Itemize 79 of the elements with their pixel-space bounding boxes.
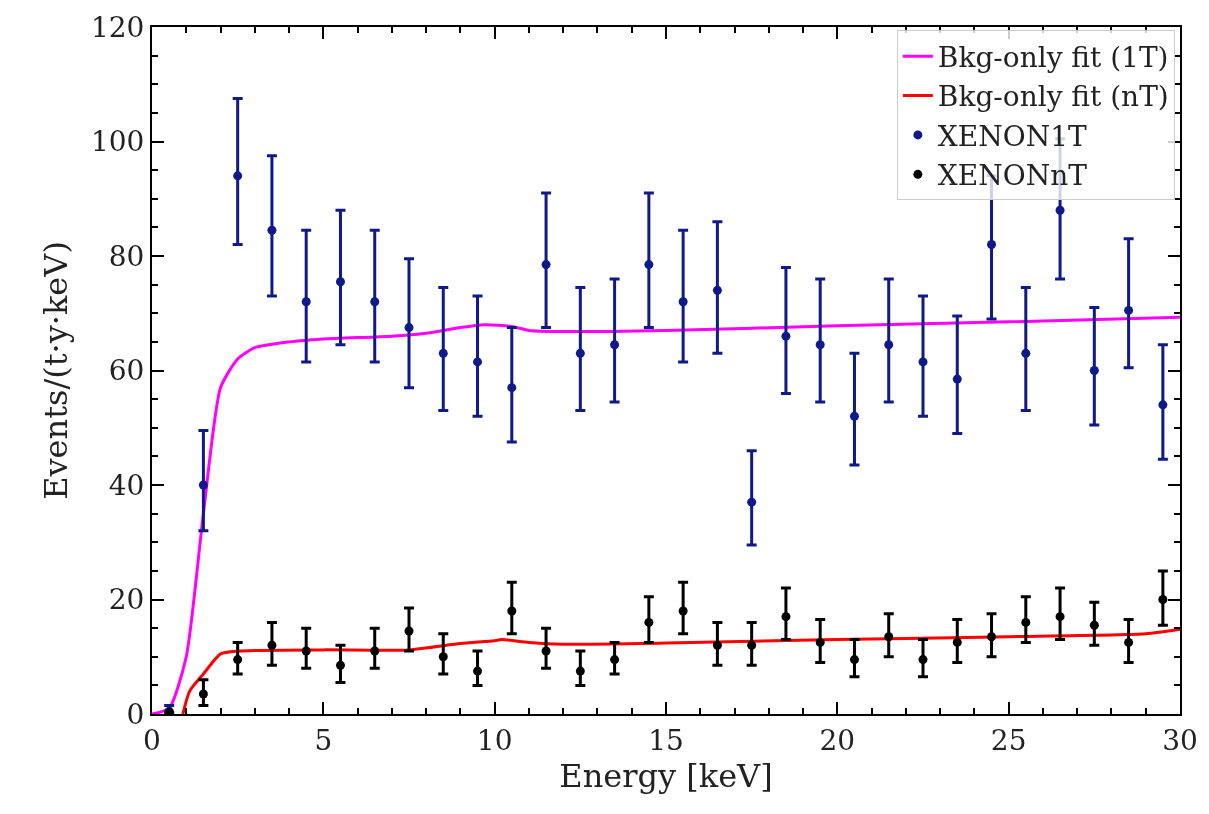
point xyxy=(404,626,414,636)
point xyxy=(1158,595,1168,604)
point xyxy=(198,689,208,699)
point xyxy=(473,357,483,367)
point xyxy=(1021,617,1031,627)
point xyxy=(644,617,654,627)
point xyxy=(541,646,551,656)
legend-label: Bkg-only fit (nT) xyxy=(937,80,1169,114)
y-tick-label: 0 xyxy=(126,697,145,731)
point xyxy=(233,171,243,181)
point xyxy=(987,240,997,250)
point xyxy=(952,374,962,384)
point xyxy=(438,652,448,662)
point xyxy=(712,285,722,295)
point xyxy=(1158,400,1168,410)
point xyxy=(301,297,311,307)
point xyxy=(644,260,654,270)
point xyxy=(1055,612,1065,622)
point xyxy=(1089,620,1099,630)
legend-label: Bkg-only fit (1T) xyxy=(937,41,1169,75)
point xyxy=(404,323,414,333)
point xyxy=(1021,348,1031,358)
point xyxy=(747,640,757,650)
x-tick-label: 20 xyxy=(819,723,856,757)
line-series xyxy=(152,315,1180,714)
point xyxy=(610,655,620,665)
x-tick-label: 10 xyxy=(476,723,513,757)
point xyxy=(747,497,757,507)
point xyxy=(815,340,825,350)
x-tick-label: 5 xyxy=(314,723,333,757)
point xyxy=(507,606,517,616)
x-axis-title: Energy [keV] xyxy=(559,756,773,795)
legend-label: XENON1T xyxy=(937,119,1087,153)
y-tick-label: 120 xyxy=(90,10,145,44)
point xyxy=(335,277,345,287)
point xyxy=(1124,305,1134,315)
y-tick-label: 60 xyxy=(108,354,145,388)
point xyxy=(233,655,243,665)
point xyxy=(781,612,791,622)
point xyxy=(952,637,962,647)
y-axis-title: Events/(t·y·keV) xyxy=(36,241,75,500)
y-tick-label: 20 xyxy=(108,583,145,617)
point xyxy=(438,348,448,358)
point xyxy=(575,666,585,676)
point xyxy=(335,660,345,670)
point xyxy=(1089,366,1099,375)
point xyxy=(473,666,483,676)
point xyxy=(575,348,585,358)
point xyxy=(198,480,208,490)
x-tick-label: 30 xyxy=(1162,723,1198,757)
y-tick-label: 100 xyxy=(90,125,145,159)
point xyxy=(781,331,791,341)
point xyxy=(610,340,620,350)
point xyxy=(678,297,688,307)
point xyxy=(987,632,997,642)
point xyxy=(370,646,380,656)
point xyxy=(712,640,722,650)
point xyxy=(678,606,688,616)
point xyxy=(849,655,859,665)
x-tick-label: 25 xyxy=(990,723,1027,757)
point xyxy=(507,383,517,393)
point xyxy=(541,260,551,270)
point xyxy=(884,632,894,642)
point xyxy=(918,357,928,367)
legend-label: XENONnT xyxy=(937,159,1088,193)
point xyxy=(267,225,277,235)
point xyxy=(267,640,277,650)
point xyxy=(1124,637,1134,647)
x-tick-label: 15 xyxy=(648,723,684,757)
y-tick-label: 40 xyxy=(108,468,145,502)
point xyxy=(884,340,894,350)
point xyxy=(815,637,825,647)
line-series xyxy=(181,627,1180,714)
point xyxy=(918,655,928,665)
y-tick-label: 80 xyxy=(108,239,145,273)
point xyxy=(1055,205,1065,215)
point xyxy=(849,411,859,421)
point xyxy=(301,646,311,656)
point xyxy=(370,297,380,307)
